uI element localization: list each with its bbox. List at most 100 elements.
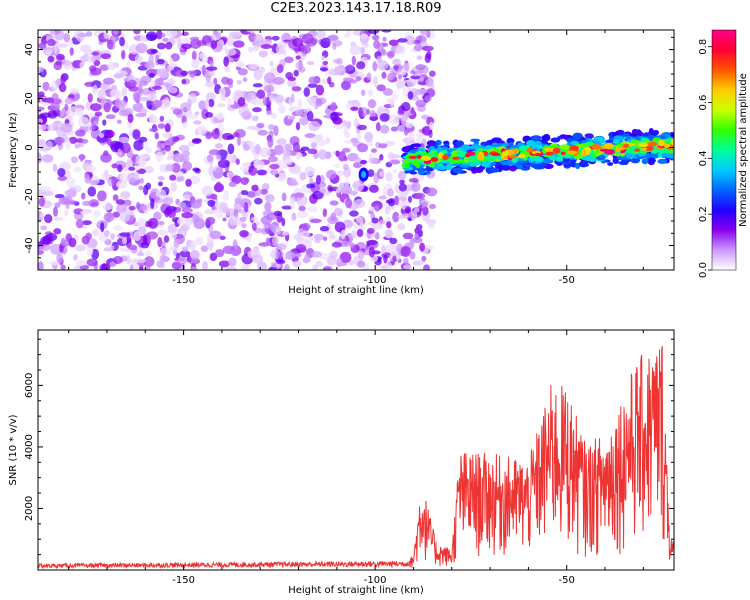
spectrogram-cell [215, 112, 225, 120]
spectrogram-cell [356, 216, 364, 223]
spectrogram-cell [343, 163, 349, 171]
spectrogram-cell [136, 252, 145, 257]
spectrogram-cell [340, 80, 351, 91]
spectrogram-cell [360, 46, 366, 55]
spectrogram-cell [360, 33, 368, 39]
spectrogram-cell [412, 260, 424, 266]
spectrogram-cell [385, 262, 393, 270]
spectrogram-cell [96, 134, 109, 143]
spectrogram-cell [490, 167, 500, 173]
spectrogram-cell [307, 148, 318, 155]
spectrogram-cell [452, 156, 461, 160]
spectrogram-cell [327, 76, 332, 85]
spectrogram-cell [371, 217, 379, 224]
spectrogram-cell [39, 186, 51, 192]
spectrogram-cell [135, 43, 148, 54]
spectrogram-cell [182, 161, 193, 171]
spectrogram-cell [383, 254, 388, 264]
spectrogram-cell [612, 138, 620, 145]
spectrogram-cell [297, 200, 303, 207]
spectrogram-cell [559, 144, 570, 151]
spectrogram-cell [252, 107, 262, 113]
spectrogram-cell [408, 239, 415, 250]
spectrogram-cell [132, 91, 141, 103]
snr-series-line [38, 346, 674, 570]
spectrogram-cell [111, 175, 116, 187]
spectrogram-cell [131, 153, 137, 164]
spectrogram-cell [146, 231, 158, 240]
spectrogram-cell [349, 45, 362, 56]
spectrogram-cell [119, 36, 125, 47]
spectrogram-cell [416, 154, 422, 159]
spectrogram-cell [273, 94, 285, 103]
spectrogram-cell [112, 194, 119, 201]
spectrogram-cell [89, 180, 99, 186]
spectrogram-cell [302, 257, 311, 263]
spectrogram-cell [361, 170, 367, 178]
spectrogram-cell [265, 237, 270, 245]
spectrogram-cell [75, 219, 84, 229]
spectrogram-cell [376, 84, 386, 92]
spectrogram-cell [415, 64, 426, 71]
spectrogram-cell [393, 64, 400, 70]
spectrogram-cell [268, 94, 275, 103]
spectrogram-cell [442, 154, 449, 161]
spectrogram-cell [428, 221, 435, 230]
spectrogram-cell [159, 115, 165, 122]
spectrogram-cell [120, 191, 131, 199]
spectrogram-cell [663, 143, 671, 148]
spectrogram-cell [190, 38, 202, 50]
spectrogram-cell [155, 189, 167, 199]
spectrogram-cell [109, 261, 117, 268]
spectrogram-cell [206, 154, 214, 163]
spectrogram-cell [312, 264, 318, 270]
spectrogram-cell [291, 86, 302, 92]
spectrogram-cell [167, 64, 175, 71]
spectrogram-cell [591, 151, 597, 158]
spectrogram-cell [660, 135, 667, 139]
spectrogram-cell [111, 163, 118, 169]
spectrogram-cell [402, 232, 414, 240]
spectrogram-cell [560, 151, 566, 155]
spectrogram-cell [85, 31, 93, 37]
spectrogram-cell [341, 147, 351, 153]
snr-panel: -150 -100 -50 2000 4000 6000 Height of strai… [8, 329, 675, 596]
spectrogram-cell [171, 261, 182, 270]
spectrogram-cell [386, 188, 394, 197]
spectrogram-cell [283, 264, 290, 270]
spectrogram-cell [132, 104, 138, 112]
spectrogram-cell [189, 249, 200, 260]
spectrogram-cell [90, 67, 102, 76]
spectrogram-cell [309, 177, 314, 186]
spectrogram-cell [295, 109, 304, 116]
spectrogram-cell [333, 124, 344, 130]
spectrogram-cell [45, 233, 58, 242]
spectrogram-cell [418, 75, 425, 83]
spectrogram-cell [56, 43, 68, 48]
spectrogram-cell [271, 35, 280, 41]
spectrogram-cell [100, 82, 108, 90]
spectrogram-cell [151, 99, 162, 109]
spectrogram-cell [349, 210, 359, 217]
spectrogram-cell [116, 119, 122, 124]
spectrogram-cell [406, 78, 417, 88]
spectrogram-cell [79, 153, 84, 162]
spectrogram-cell [491, 152, 501, 156]
spectrogram-cell [235, 158, 240, 165]
spectrogram-cell [135, 165, 141, 171]
spectrogram-cell [359, 221, 365, 231]
spectrogram-cell [278, 104, 286, 114]
spectrogram-cell [46, 140, 53, 150]
spectrogram-cell [386, 97, 393, 104]
spectrogram-cell [215, 166, 224, 176]
spectrogram-cell [408, 177, 419, 183]
spectrogram-cell [109, 245, 115, 250]
spectrogram-cell [392, 211, 400, 223]
spectrogram-cell [413, 44, 423, 52]
spectrogram-cell [445, 164, 453, 171]
spectrogram-cell [171, 136, 180, 142]
spectrogram-cell [390, 126, 399, 132]
spectrogram-cell [578, 160, 589, 168]
spectrogram-cell [404, 206, 412, 214]
